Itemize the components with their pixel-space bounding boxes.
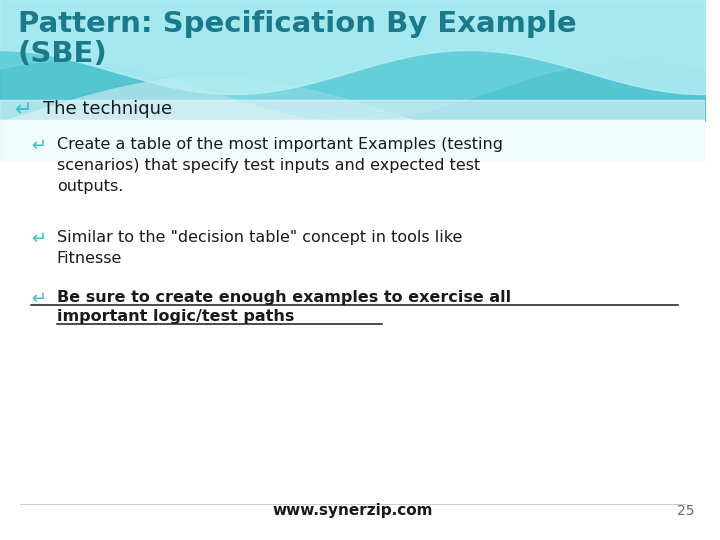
Text: ↵: ↵: [32, 290, 47, 308]
Text: The technique: The technique: [43, 100, 172, 118]
Text: ↵: ↵: [14, 100, 32, 120]
Bar: [0, 100, 706, 160]
Text: ↵: ↵: [32, 230, 47, 248]
Text: Create a table of the most important Examples (testing
scenarios) that specify t: Create a table of the most important Exa…: [57, 137, 503, 194]
Text: important logic/test paths: important logic/test paths: [57, 309, 294, 324]
Text: Pattern: Specification By Example: Pattern: Specification By Example: [17, 10, 576, 38]
Text: Be sure to create enough examples to exercise all: Be sure to create enough examples to exe…: [57, 290, 511, 305]
Bar: [0, 120, 706, 540]
Text: www.synerzip.com: www.synerzip.com: [272, 503, 433, 518]
Bar: [0, 0, 706, 150]
Text: (SBE): (SBE): [17, 40, 107, 68]
Text: 25: 25: [677, 504, 695, 518]
Text: ↵: ↵: [32, 137, 47, 155]
Text: Similar to the "decision table" concept in tools like
Fitnesse: Similar to the "decision table" concept …: [57, 230, 462, 266]
